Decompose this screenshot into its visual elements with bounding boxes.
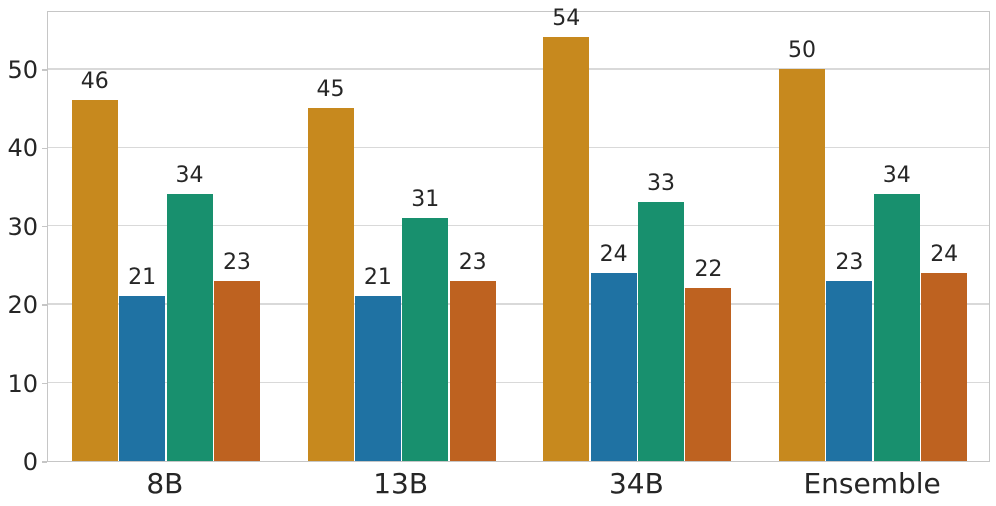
bar-value-label: 21 bbox=[363, 265, 392, 291]
x-tick-label-Ensemble: Ensemble bbox=[803, 467, 941, 500]
bar-13B-series-rust: 23 bbox=[449, 251, 496, 461]
bar-value-label: 34 bbox=[175, 163, 204, 189]
bar-13B-series-blue: 21 bbox=[354, 267, 401, 461]
y-tick-label-40: 40 bbox=[7, 134, 38, 163]
bar-value-label: 34 bbox=[882, 163, 911, 189]
y-tick-label-10: 10 bbox=[7, 369, 38, 398]
bar-Ensemble-series-rust: 24 bbox=[921, 243, 968, 461]
bar-8B-series-gold: 46 bbox=[71, 71, 118, 461]
bar-group-13B: 45 21 31 23 bbox=[307, 79, 496, 461]
y-tick-mark-30 bbox=[42, 225, 47, 228]
bar-value-label: 45 bbox=[316, 77, 345, 103]
y-tick-label-0: 0 bbox=[22, 448, 38, 476]
y-tick-label-20: 20 bbox=[7, 291, 38, 320]
x-tick-label-8B: 8B bbox=[146, 467, 184, 500]
bar-34B-series-blue: 24 bbox=[590, 243, 637, 461]
gridline-y-10 bbox=[48, 381, 989, 384]
gridline-y-40 bbox=[48, 146, 989, 149]
bar-34B-series-gold: 54 bbox=[543, 8, 590, 461]
gridline-y-50 bbox=[48, 68, 989, 70]
bar-value-label: 50 bbox=[788, 37, 817, 63]
bar-value-label: 22 bbox=[694, 257, 723, 283]
bar-value-label: 31 bbox=[411, 186, 440, 212]
bar-value-label: 21 bbox=[128, 265, 157, 291]
bar-8B-series-rust: 23 bbox=[213, 251, 260, 461]
y-tick-mark-20 bbox=[42, 304, 47, 306]
y-tick-mark-0 bbox=[42, 461, 47, 463]
bar-value-label: 23 bbox=[835, 249, 864, 275]
bar-value-label: 23 bbox=[222, 249, 251, 275]
y-tick-mark-50 bbox=[42, 69, 47, 71]
y-tick-label-30: 30 bbox=[7, 212, 38, 241]
gridline-y-20 bbox=[48, 303, 989, 305]
x-tick-label-34B: 34B bbox=[608, 467, 664, 500]
bar-8B-series-blue: 21 bbox=[119, 267, 166, 461]
bar-group-8B: 46 21 34 23 bbox=[71, 71, 260, 461]
bar-value-label: 33 bbox=[647, 171, 676, 197]
bar-Ensemble-series-blue: 23 bbox=[826, 251, 873, 461]
y-tick-mark-10 bbox=[42, 382, 47, 385]
bar-13B-series-gold: 45 bbox=[307, 79, 354, 461]
x-tick-label-13B: 13B bbox=[373, 467, 429, 500]
bar-13B-series-teal: 31 bbox=[402, 188, 449, 461]
bar-34B-series-teal: 33 bbox=[638, 173, 685, 461]
gridline-y-30 bbox=[48, 224, 989, 227]
y-tick-mark-40 bbox=[42, 147, 47, 149]
bar-group-Ensemble: 50 23 34 24 bbox=[779, 39, 968, 461]
bar-value-label: 23 bbox=[458, 249, 487, 275]
bar-value-label: 54 bbox=[552, 6, 581, 32]
bar-Ensemble-series-gold: 50 bbox=[779, 39, 826, 461]
bar-34B-series-rust: 22 bbox=[685, 259, 732, 461]
y-tick-label-50: 50 bbox=[7, 55, 38, 84]
bar-Ensemble-series-teal: 34 bbox=[873, 165, 920, 461]
bar-group-34B: 54 24 33 22 bbox=[543, 8, 732, 461]
bar-value-label: 46 bbox=[80, 69, 109, 95]
bar-value-label: 24 bbox=[599, 241, 628, 267]
bar-value-label: 24 bbox=[930, 241, 959, 267]
plot-area: 46 21 34 23 45 21 31 23 54 24 33 22 50 23 34 24 bbox=[47, 8, 990, 462]
bar-8B-series-teal: 34 bbox=[166, 165, 213, 461]
